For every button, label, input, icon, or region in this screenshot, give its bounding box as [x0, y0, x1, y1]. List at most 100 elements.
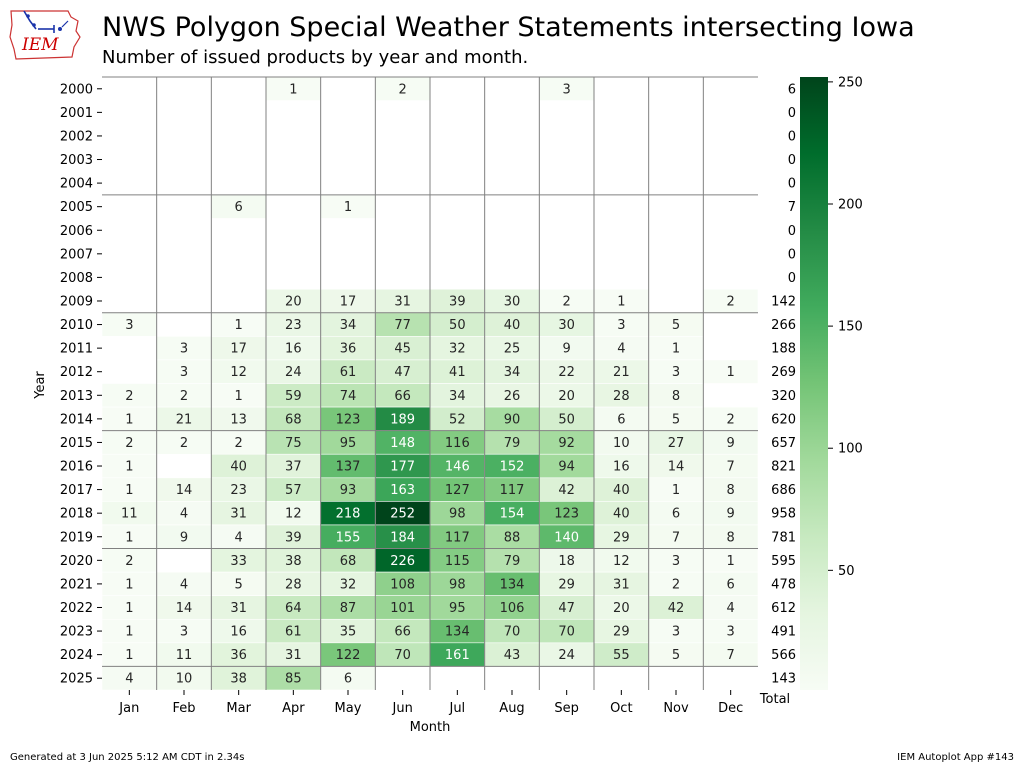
cell-value-label: 68: [340, 554, 357, 569]
y-tick-label: 2022: [60, 601, 93, 616]
cell-value-label: 23: [285, 318, 302, 333]
row-total-label: 0: [788, 106, 796, 121]
cell-value-label: 8: [727, 530, 735, 545]
cell-value-label: 18: [558, 554, 575, 569]
cell-value-label: 226: [390, 554, 415, 569]
cell-value-label: 1: [727, 365, 735, 380]
cell-value-label: 29: [613, 530, 630, 545]
cell-value-label: 9: [180, 530, 188, 545]
cell-value-label: 47: [394, 365, 411, 380]
cell-value-label: 94: [558, 460, 575, 475]
cell-value-label: 252: [390, 507, 415, 522]
cell-value-label: 1: [289, 82, 297, 97]
cell-value-label: 17: [230, 342, 247, 357]
chart-title: NWS Polygon Special Weather Statements i…: [102, 12, 915, 43]
cell-value-label: 6: [672, 507, 680, 522]
cell-value-label: 32: [449, 342, 466, 357]
cell-value-label: 90: [504, 412, 521, 427]
cell-value-label: 2: [727, 294, 735, 309]
x-tick-label: Feb: [172, 701, 195, 716]
cell-value-label: 123: [554, 507, 579, 522]
cell-value-label: 21: [613, 365, 630, 380]
generated-timestamp: Generated at 3 Jun 2025 5:12 AM CDT in 2…: [10, 752, 245, 763]
cell-value-label: 41: [449, 365, 466, 380]
app-label: IEM Autoplot App #143: [897, 752, 1014, 763]
cell-value-label: 10: [613, 436, 630, 451]
cell-value-label: 34: [504, 365, 521, 380]
cell-value-label: 16: [230, 625, 247, 640]
y-tick-label: 2016: [60, 460, 93, 475]
y-tick-label: 2014: [60, 412, 93, 427]
cell-value-label: 16: [613, 460, 630, 475]
cell-value-label: 116: [445, 436, 470, 451]
cell-value-label: 31: [230, 601, 247, 616]
cell-value-label: 70: [558, 625, 575, 640]
cell-value-label: 2: [125, 436, 133, 451]
cell-value-label: 3: [180, 625, 188, 640]
row-total-label: 958: [771, 507, 796, 522]
y-tick-label: 2019: [60, 530, 93, 545]
row-total-label: 6: [788, 82, 796, 97]
colorbar-tick-label: 150: [838, 320, 863, 335]
cell-value-label: 38: [230, 672, 247, 687]
row-total-label: 320: [771, 389, 796, 404]
cell-value-label: 43: [504, 648, 521, 663]
cell-value-label: 5: [672, 318, 680, 333]
x-tick-label: Oct: [610, 701, 632, 716]
cell-value-label: 6: [727, 577, 735, 592]
cell-value-label: 155: [336, 530, 361, 545]
cell-value-label: 4: [180, 507, 188, 522]
cell-value-label: 1: [125, 625, 133, 640]
cell-value-label: 20: [285, 294, 302, 309]
row-total-label: 595: [771, 554, 796, 569]
row-total-label: 269: [771, 365, 796, 380]
cell-value-label: 30: [504, 294, 521, 309]
cell-value-label: 1: [672, 342, 680, 357]
cell-value-label: 40: [504, 318, 521, 333]
cell-value-label: 2: [399, 82, 407, 97]
cell-value-label: 1: [125, 530, 133, 545]
row-total-label: 781: [771, 530, 796, 545]
x-tick-label: Apr: [282, 701, 305, 716]
heatmap-gridlines: [102, 76, 758, 690]
cell-value-label: 16: [285, 342, 302, 357]
y-axis-label: Year: [33, 371, 48, 400]
cell-value-label: 92: [558, 436, 575, 451]
y-tick-label: 2012: [60, 365, 93, 380]
y-tick-label: 2010: [60, 318, 93, 333]
cell-value-label: 10: [176, 672, 193, 687]
cell-value-label: 137: [336, 460, 361, 475]
cell-value-label: 2: [125, 554, 133, 569]
cell-value-label: 79: [504, 554, 521, 569]
cell-value-label: 24: [285, 365, 302, 380]
cell-value-label: 122: [336, 648, 361, 663]
row-total-label: 266: [771, 318, 796, 333]
colorbar-bar: [800, 77, 828, 690]
cell-value-label: 177: [390, 460, 415, 475]
x-axis-label: Month: [410, 720, 451, 735]
cell-value-label: 4: [180, 577, 188, 592]
cell-value-label: 29: [613, 625, 630, 640]
y-tick-label: 2020: [60, 554, 93, 569]
y-tick-label: 2008: [60, 271, 93, 286]
cell-value-label: 61: [340, 365, 357, 380]
cell-value-label: 12: [285, 507, 302, 522]
row-total-label: 566: [771, 648, 796, 663]
cell-value-label: 115: [445, 554, 470, 569]
row-total-label: 0: [788, 129, 796, 144]
cell-value-label: 28: [285, 577, 302, 592]
row-total-label: 188: [771, 342, 796, 357]
cell-value-label: 2: [672, 577, 680, 592]
cell-value-label: 154: [500, 507, 525, 522]
cell-value-label: 34: [340, 318, 357, 333]
cell-value-label: 85: [285, 672, 302, 687]
row-total-label: 686: [771, 483, 796, 498]
cell-value-label: 1: [125, 648, 133, 663]
cell-value-label: 66: [394, 389, 411, 404]
cell-value-label: 64: [285, 601, 302, 616]
cell-value-label: 3: [125, 318, 133, 333]
cell-value-label: 134: [500, 577, 525, 592]
row-total-label: 491: [771, 625, 796, 640]
cell-value-label: 1: [125, 601, 133, 616]
